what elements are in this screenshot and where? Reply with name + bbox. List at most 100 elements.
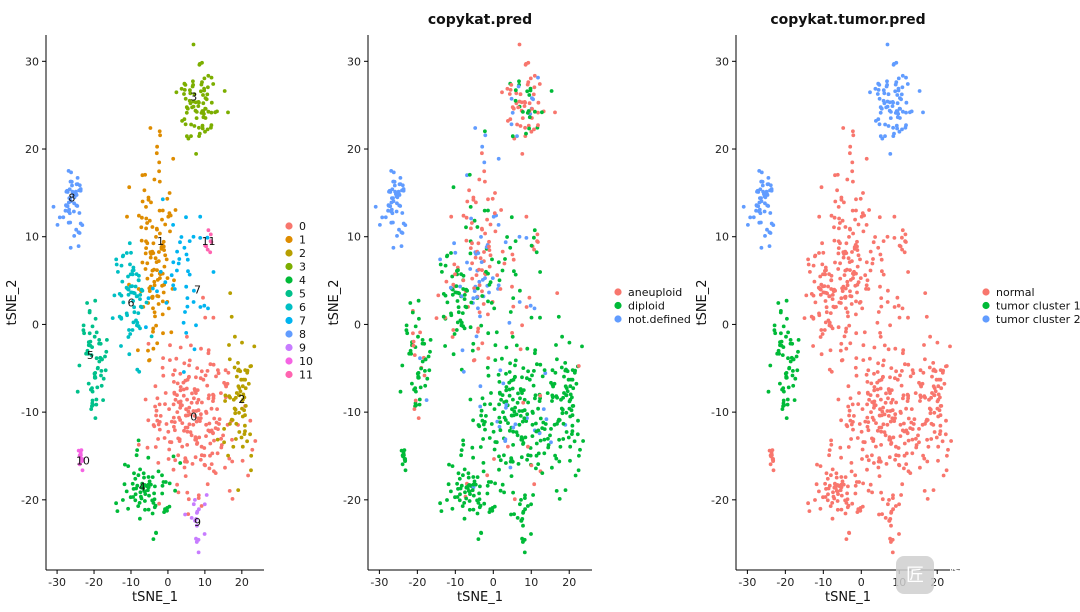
cell-point [921, 370, 926, 375]
legend-label: 4 [299, 274, 306, 287]
cell-point [854, 331, 859, 336]
cell-point [424, 398, 429, 402]
cell-point [787, 366, 791, 371]
cell-point [124, 251, 129, 255]
cell-point [506, 421, 510, 425]
cell-point [483, 179, 487, 184]
cell-point [886, 396, 890, 401]
cell-point [145, 261, 150, 266]
cell-point [931, 488, 936, 492]
cell-point [498, 458, 503, 463]
cell-point [134, 453, 139, 458]
cell-point [819, 185, 824, 190]
cell-point [867, 208, 871, 212]
cell-point [546, 436, 550, 441]
cell-point [483, 427, 487, 432]
cell-point [132, 310, 137, 315]
cell-point [154, 151, 159, 156]
cell-point [533, 351, 537, 356]
cell-point [768, 462, 773, 467]
cell-point [157, 208, 162, 213]
cell-point [822, 328, 827, 332]
cell-point [917, 427, 921, 431]
cell-point [144, 205, 148, 209]
cell-point [778, 310, 783, 315]
cell-point [188, 430, 193, 434]
cell-point [405, 331, 410, 336]
cell-point [550, 393, 555, 398]
cell-point [205, 383, 210, 388]
cell-point [477, 177, 482, 182]
cell-point [146, 348, 150, 353]
cell-point [68, 245, 73, 250]
cell-point [464, 287, 469, 292]
cell-point [444, 279, 449, 284]
cell-point [881, 239, 886, 244]
cell-point [796, 349, 800, 354]
cell-point [848, 226, 852, 231]
cell-point [848, 268, 852, 272]
cell-point [475, 511, 480, 516]
cell-point [160, 312, 165, 317]
cell-point [765, 182, 770, 187]
cell-point [466, 475, 471, 480]
cell-point [869, 381, 874, 386]
cell-point [502, 400, 507, 404]
cell-point [161, 480, 166, 484]
cell-point [495, 273, 500, 278]
cell-point [185, 134, 189, 139]
cell-point [508, 465, 513, 470]
cell-point [496, 372, 501, 377]
cell-point [184, 110, 189, 115]
cell-point [470, 488, 475, 493]
cell-point [165, 508, 169, 513]
cluster-label: 6 [127, 297, 134, 310]
cell-point [154, 226, 159, 231]
cell-point [417, 402, 422, 407]
cell-point [894, 80, 899, 85]
cell-point [156, 469, 161, 474]
cell-point [828, 348, 833, 353]
cell-point [468, 251, 473, 256]
cell-point [893, 346, 898, 351]
cell-point [99, 383, 104, 388]
cell-point [391, 199, 396, 204]
cell-point [823, 265, 828, 270]
cell-point [767, 244, 772, 249]
cell-point [153, 445, 158, 449]
cell-point [192, 396, 196, 401]
cell-point [477, 310, 482, 315]
cell-point [498, 488, 503, 493]
cell-point [549, 440, 553, 445]
cell-point [861, 191, 865, 195]
cell-point [482, 208, 487, 213]
cell-point [135, 323, 139, 328]
cell-point [534, 453, 539, 458]
cell-point [876, 465, 881, 470]
cell-point [563, 361, 568, 365]
cell-point [197, 125, 201, 130]
cell-point [187, 363, 192, 368]
cell-point [395, 201, 399, 206]
cell-point [870, 400, 875, 404]
cell-point [848, 294, 853, 298]
cell-point [166, 306, 171, 311]
cell-point [890, 104, 895, 108]
cell-point [879, 490, 883, 495]
cell-point [456, 310, 461, 315]
cell-point [859, 429, 864, 434]
cell-point [450, 506, 455, 511]
cell-point [489, 422, 494, 426]
cell-point [941, 473, 946, 478]
cell-point [860, 457, 864, 461]
cell-point [455, 299, 460, 303]
cell-point [468, 397, 473, 402]
cell-point [249, 453, 254, 458]
cell-point [469, 300, 474, 305]
cell-point [227, 357, 232, 362]
cell-point [871, 437, 876, 442]
cell-point [184, 407, 189, 412]
cell-point [252, 344, 257, 349]
y-tick-label: 0 [354, 318, 361, 331]
cell-point [526, 444, 530, 449]
